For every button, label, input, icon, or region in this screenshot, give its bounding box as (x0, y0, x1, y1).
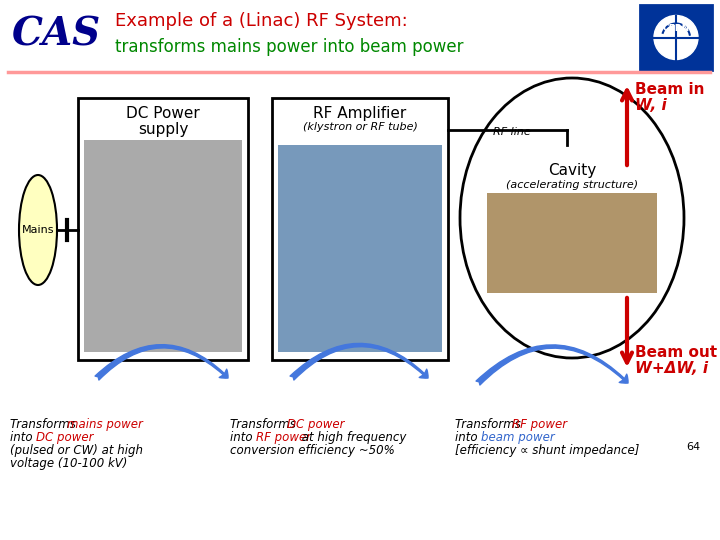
Text: DC Power: DC Power (126, 106, 200, 121)
Text: at high frequency: at high frequency (297, 431, 406, 444)
Text: transforms mains power into beam power: transforms mains power into beam power (115, 38, 464, 56)
FancyBboxPatch shape (278, 145, 442, 352)
Text: 64: 64 (686, 442, 700, 452)
Text: into: into (230, 431, 256, 444)
Text: W, i: W, i (635, 98, 667, 113)
Ellipse shape (19, 175, 57, 285)
Text: W+ΔW, i: W+ΔW, i (635, 361, 708, 376)
Text: Beam in: Beam in (635, 82, 704, 97)
Ellipse shape (460, 78, 684, 358)
Circle shape (654, 16, 698, 59)
Text: (accelerating structure): (accelerating structure) (506, 180, 638, 190)
Text: DC power: DC power (36, 431, 94, 444)
FancyBboxPatch shape (78, 98, 248, 360)
Text: CERN: CERN (662, 24, 690, 33)
Text: Transforms: Transforms (455, 418, 525, 431)
Text: Cavity: Cavity (548, 163, 596, 178)
Text: beam power: beam power (481, 431, 554, 444)
Text: into: into (10, 431, 37, 444)
Text: mains power: mains power (67, 418, 143, 431)
Text: Mains: Mains (22, 225, 54, 235)
Text: Example of a (Linac) RF System:: Example of a (Linac) RF System: (115, 12, 408, 30)
Text: DC power: DC power (287, 418, 345, 431)
Text: RF power: RF power (512, 418, 567, 431)
Text: RF line: RF line (493, 127, 531, 137)
Text: [efficiency ∝ shunt impedance]: [efficiency ∝ shunt impedance] (455, 444, 639, 457)
FancyBboxPatch shape (487, 193, 657, 293)
FancyBboxPatch shape (272, 98, 448, 360)
Text: CAS: CAS (12, 15, 102, 53)
Text: conversion efficiency ~50%: conversion efficiency ~50% (230, 444, 395, 457)
Text: (klystron or RF tube): (klystron or RF tube) (302, 122, 418, 132)
FancyBboxPatch shape (84, 140, 242, 352)
Text: supply: supply (138, 122, 188, 137)
Text: (pulsed or CW) at high: (pulsed or CW) at high (10, 444, 143, 457)
Text: RF power: RF power (256, 431, 311, 444)
Text: into: into (455, 431, 482, 444)
FancyBboxPatch shape (640, 5, 712, 70)
Text: Transforms: Transforms (230, 418, 300, 431)
Text: Beam out: Beam out (635, 345, 717, 360)
Text: voltage (10-100 kV): voltage (10-100 kV) (10, 457, 127, 470)
Text: Transforms: Transforms (10, 418, 80, 431)
Text: RF Amplifier: RF Amplifier (313, 106, 407, 121)
